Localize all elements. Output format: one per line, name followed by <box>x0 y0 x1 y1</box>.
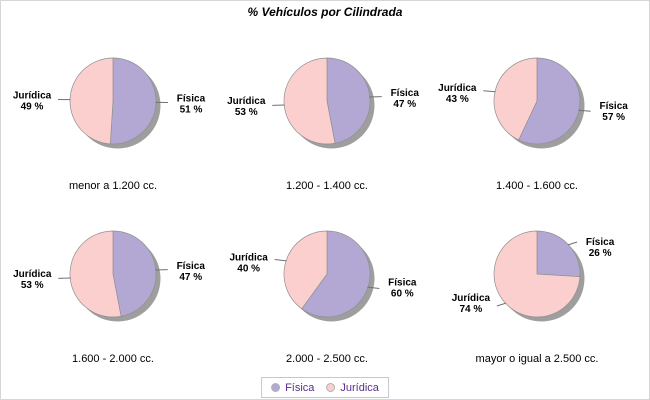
slice-label-percent: 40 % <box>237 263 260 274</box>
pie-slice-fisica <box>536 230 581 278</box>
slice-label-percent: 53 % <box>235 107 258 118</box>
slice-label-name: Física <box>391 88 420 99</box>
category-label: mayor o igual a 2.500 cc. <box>475 353 599 365</box>
slice-label-percent: 47 % <box>393 99 416 110</box>
slice-label-name: Jurídica <box>13 269 52 280</box>
pie-cell: Física 57 % Jurídica 43 % 1.400 - 1.600 cc. <box>429 39 645 201</box>
chart-title: % Vehículos por Cilindrada <box>247 5 403 19</box>
pie-slice-juridica <box>69 57 114 145</box>
pie-cell: Física 47 % Jurídica 53 % 1.200 - 1.400 cc. <box>219 39 435 201</box>
slice-label-name: Física <box>177 93 206 104</box>
label-leader-line <box>274 259 287 262</box>
slice-label-percent: 57 % <box>602 112 625 123</box>
pie-cell: Física 51 % Jurídica 49 % menor a 1.200 cc. <box>5 39 221 201</box>
category-label: menor a 1.200 cc. <box>68 180 158 192</box>
category-label: 2.000 - 2.500 cc. <box>286 353 368 365</box>
label-leader-line <box>496 302 507 307</box>
slice-label-percent: 26 % <box>589 248 612 259</box>
slice-label-name: Jurídica <box>438 83 477 94</box>
label-leader-line <box>567 241 578 246</box>
slice-label-name: Jurídica <box>13 91 52 102</box>
pie-cell: Física 60 % Jurídica 40 % 2.000 - 2.500 cc. <box>219 212 435 374</box>
label-leader-line <box>578 109 591 112</box>
label-leader-line <box>367 286 380 289</box>
legend-item-juridica: Jurídica <box>326 382 379 394</box>
legend-swatch-fisica <box>271 383 281 392</box>
slice-label-percent: 49 % <box>21 102 44 113</box>
slice-label-name: Física <box>599 101 628 112</box>
pie-cell: Física 47 % Jurídica 53 % 1.600 - 2.000 cc. <box>5 212 221 374</box>
pie-cell: Física 26 % Jurídica 74 % mayor o igual a 2.… <box>429 212 645 374</box>
slice-label-name: Física <box>177 261 206 272</box>
label-leader-line <box>483 90 496 93</box>
slice-label-name: Jurídica <box>227 96 266 107</box>
slice-label-name: Física <box>586 237 615 248</box>
slice-label-percent: 53 % <box>21 280 44 291</box>
legend: Física Jurídica <box>261 377 389 398</box>
legend-label-juridica: Jurídica <box>340 381 379 394</box>
slice-label-percent: 51 % <box>180 104 203 115</box>
slice-label-percent: 60 % <box>391 289 414 300</box>
legend-label-fisica: Física <box>285 381 315 394</box>
category-label: 1.600 - 2.000 cc. <box>72 353 154 365</box>
legend-swatch-juridica <box>326 383 336 392</box>
legend-item-fisica: Física <box>271 382 314 394</box>
slice-label-name: Jurídica <box>230 252 269 263</box>
slice-label-percent: 47 % <box>179 272 202 283</box>
slice-label-name: Física <box>388 278 417 289</box>
slice-label-percent: 74 % <box>460 304 483 315</box>
slice-label-name: Jurídica <box>452 293 491 304</box>
slice-label-percent: 43 % <box>446 94 469 105</box>
category-label: 1.400 - 1.600 cc. <box>496 180 578 192</box>
category-label: 1.200 - 1.400 cc. <box>286 180 368 192</box>
